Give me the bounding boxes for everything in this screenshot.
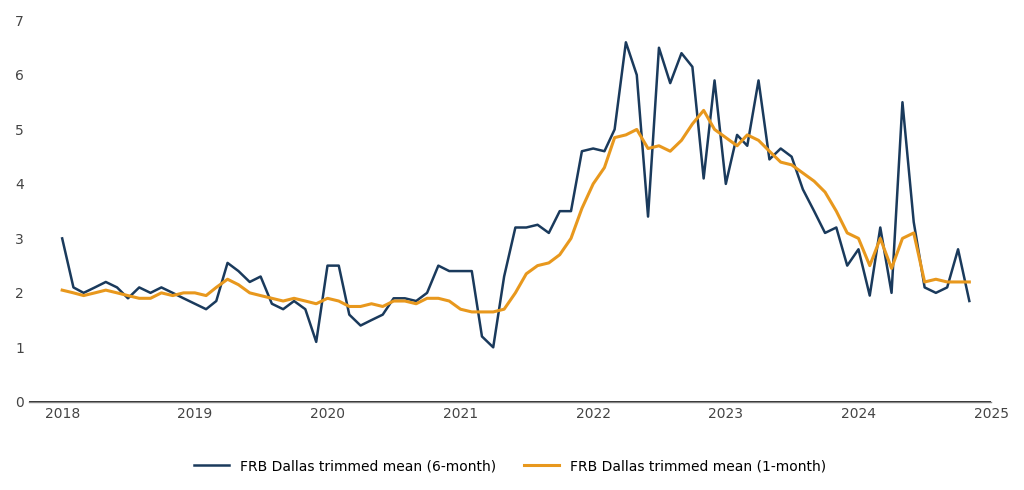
Line: FRB Dallas trimmed mean (6-month): FRB Dallas trimmed mean (6-month) — [62, 42, 970, 347]
Legend: FRB Dallas trimmed mean (6-month), FRB Dallas trimmed mean (1-month): FRB Dallas trimmed mean (6-month), FRB D… — [188, 454, 831, 479]
Line: FRB Dallas trimmed mean (1-month): FRB Dallas trimmed mean (1-month) — [62, 110, 970, 312]
